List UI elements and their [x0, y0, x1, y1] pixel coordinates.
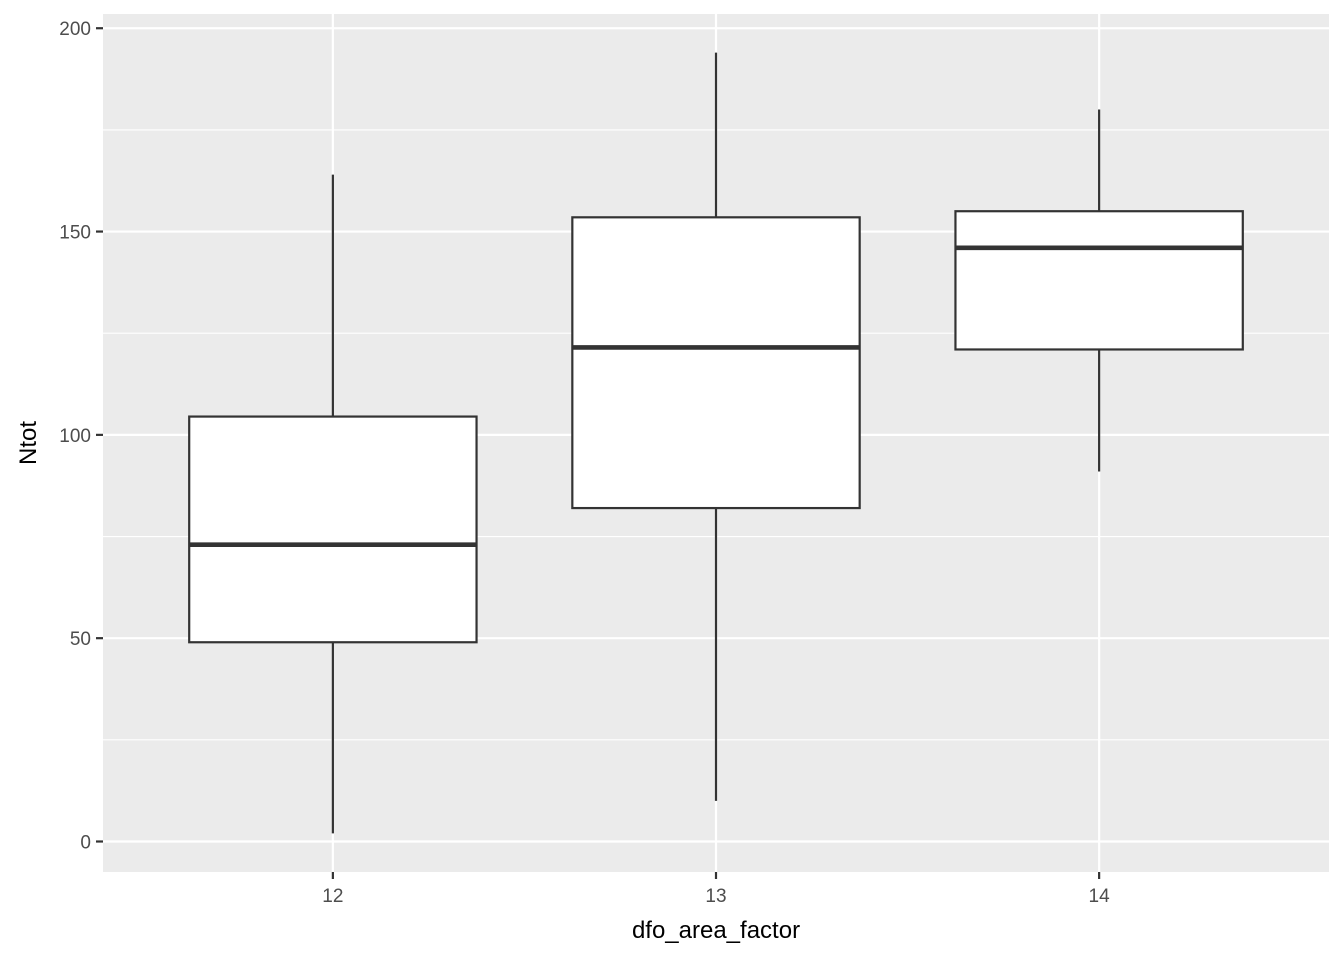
box-13: [571, 52, 861, 801]
box-14: [954, 109, 1244, 472]
y-tick-label: 200: [59, 19, 91, 40]
y-tick-label: 100: [59, 426, 91, 447]
x-tick-label: 13: [705, 886, 726, 907]
x-axis: 12 13 14: [322, 872, 1110, 907]
x-tick-label: 14: [1089, 886, 1111, 907]
box-body: [571, 216, 861, 510]
box-12: [188, 174, 478, 834]
y-axis-title: Ntot: [15, 421, 42, 465]
x-axis-title: dfo_area_factor: [632, 917, 800, 944]
x-tick-label: 12: [322, 886, 343, 907]
y-tick-label: 50: [70, 629, 91, 650]
y-axis: 0 50 100 150 200: [59, 19, 103, 854]
y-tick-label: 150: [59, 223, 91, 244]
y-tick-label: 0: [80, 833, 91, 854]
box-body: [954, 210, 1244, 351]
box-body: [188, 415, 478, 644]
boxes: [188, 52, 1244, 834]
